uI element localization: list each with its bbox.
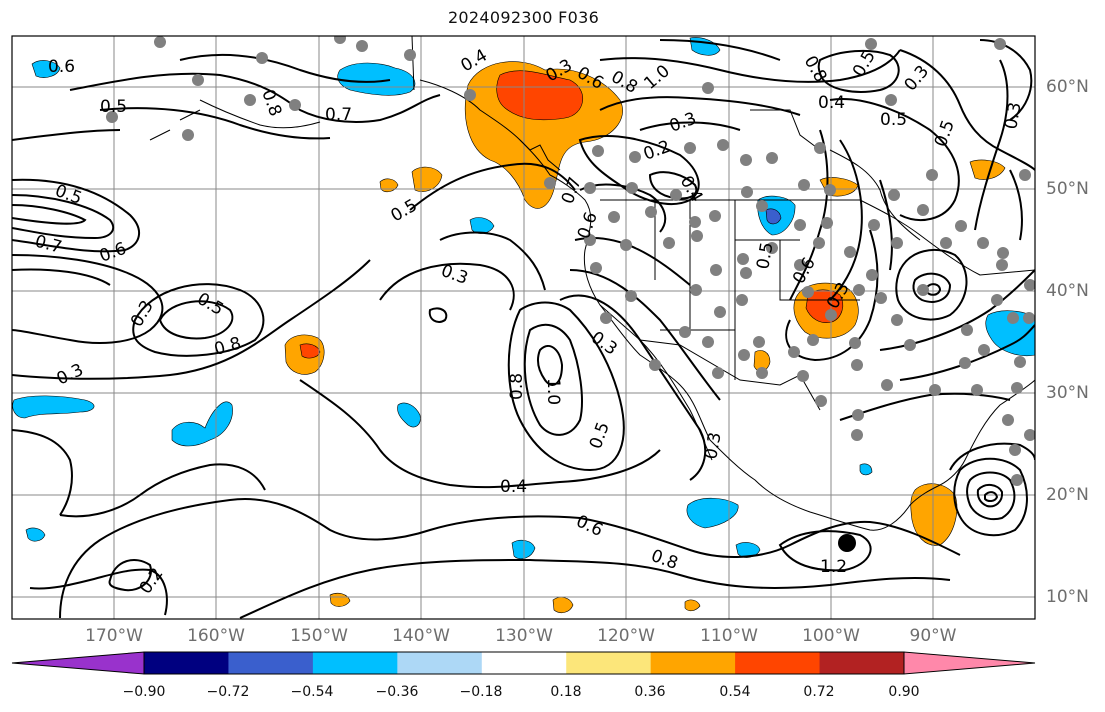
colorbar-segment (650, 652, 736, 674)
colorbar-segment (481, 652, 567, 674)
colorbar-tick-label: −0.18 (459, 684, 503, 700)
negative-anomaly-patch (12, 395, 95, 419)
negative-anomaly-patch (985, 310, 1035, 357)
colorbar-segment (228, 652, 314, 674)
latitude-label: 20°N (1046, 485, 1089, 505)
shaded-anomaly-patches (12, 37, 1035, 614)
contour-label: 0.4 (818, 93, 845, 113)
colorbar-segment (735, 652, 821, 674)
colorbar-tick-label: 0.54 (719, 684, 751, 700)
colorbar-tick-label: −0.36 (375, 684, 419, 700)
colorbar-extension-low (11, 651, 145, 675)
map-frame (11, 35, 1036, 620)
colorbar-segment (566, 652, 652, 674)
contour-label: 0.4 (500, 477, 527, 497)
positive-anomaly-patch (299, 343, 321, 359)
colorbar-tick-label: −0.54 (290, 684, 334, 700)
colorbar-frame (143, 651, 905, 675)
reference-point-marker (838, 534, 856, 552)
colorbar-extension-high (903, 651, 1036, 675)
latitude-label: 40°N (1046, 281, 1089, 301)
contour-label: 1.2 (820, 557, 847, 577)
contour-label: 0.5 (753, 241, 777, 271)
negative-anomaly-patch (31, 60, 61, 78)
longitude-label: 130°W (495, 626, 553, 646)
colorbar-tick-label: 0.18 (550, 684, 582, 700)
latitude-label: 50°N (1046, 179, 1089, 199)
contour-label: 0.5 (100, 97, 127, 117)
longitude-label: 160°W (187, 626, 245, 646)
contour-label: 0.5 (880, 110, 907, 130)
colorbar-tick-label: 0.36 (634, 684, 666, 700)
negative-anomaly-patch (25, 527, 46, 542)
latitude-label: 30°N (1046, 383, 1089, 403)
colorbar-tick-label: −0.90 (122, 684, 166, 700)
negative-anomaly-patch (686, 497, 739, 529)
contour-lines (12, 39, 1035, 619)
colorbar-tick-label: −0.72 (206, 684, 250, 700)
longitude-label: 100°W (802, 626, 860, 646)
station-markers (106, 36, 1035, 486)
positive-anomaly-patch (969, 159, 1006, 180)
positive-anomaly-patch (496, 70, 584, 121)
contour-label: 0.6 (48, 57, 75, 77)
longitude-label: 90°W (909, 626, 957, 646)
colorbar-segment (144, 652, 229, 674)
contour-label: 0.7 (325, 105, 352, 125)
negative-anomaly-patch (859, 463, 873, 476)
longitude-label: 150°W (290, 626, 348, 646)
colorbar (11, 651, 1036, 675)
contour-label: 1.0 (543, 378, 563, 405)
colorbar-segment (397, 652, 483, 674)
graticule (12, 36, 1035, 619)
map-title: 2024092300 F036 (447, 8, 600, 27)
contour-label: 0.3 (1001, 101, 1025, 131)
positive-anomaly-patch (684, 599, 701, 612)
negative-anomaly-patch (171, 401, 233, 447)
positive-anomaly-patch (753, 350, 771, 372)
longitude-label: 110°W (700, 626, 758, 646)
latitude-label: 10°N (1046, 587, 1089, 607)
colorbar-tick-label: 0.90 (888, 684, 920, 700)
contour-label: 0.3 (701, 431, 725, 461)
colorbar-tick-label: 0.72 (803, 684, 835, 700)
colorbar-segment (819, 652, 905, 674)
longitude-label: 170°W (85, 626, 143, 646)
colorbar-segment (312, 652, 398, 674)
longitude-label: 140°W (392, 626, 450, 646)
negative-anomaly-patch (397, 402, 421, 428)
contour-label: 0.8 (507, 373, 527, 400)
longitude-label: 120°W (597, 626, 655, 646)
negative-anomaly-patch (765, 208, 782, 225)
latitude-label: 60°N (1046, 77, 1089, 97)
colorbar-segments (11, 651, 1036, 675)
